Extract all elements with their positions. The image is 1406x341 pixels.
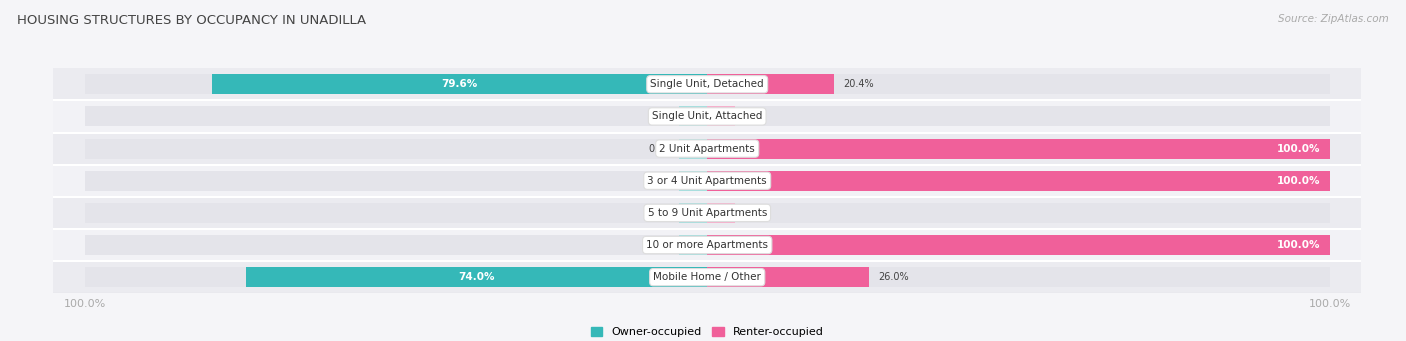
Bar [707,203,1330,223]
Text: 3 or 4 Unit Apartments: 3 or 4 Unit Apartments [647,176,768,186]
Bar [53,165,1361,197]
Bar [84,203,707,223]
Bar [707,74,1330,94]
Bar [53,229,1361,261]
Text: 0.0%: 0.0% [648,208,673,218]
Bar [84,235,707,255]
Bar [707,203,735,223]
Bar [707,235,1330,255]
Text: Single Unit, Detached: Single Unit, Detached [651,79,763,89]
Text: 100.0%: 100.0% [1277,176,1320,186]
Bar [707,74,834,94]
Bar [84,267,707,287]
Bar [707,106,1330,127]
Text: Mobile Home / Other: Mobile Home / Other [654,272,761,282]
Bar [707,106,735,127]
Bar [707,267,869,287]
Text: 26.0%: 26.0% [879,272,910,282]
Bar [707,267,1330,287]
Text: HOUSING STRUCTURES BY OCCUPANCY IN UNADILLA: HOUSING STRUCTURES BY OCCUPANCY IN UNADI… [17,14,366,27]
Bar [211,74,707,94]
Bar [707,138,1330,159]
Text: 0.0%: 0.0% [741,208,766,218]
Text: 0.0%: 0.0% [648,112,673,121]
Text: 0.0%: 0.0% [741,112,766,121]
Bar [84,106,707,127]
Bar [53,133,1361,165]
Bar [53,100,1361,133]
Bar [84,171,707,191]
Bar [53,68,1361,100]
Text: 0.0%: 0.0% [648,144,673,153]
Text: 20.4%: 20.4% [844,79,875,89]
Bar [679,138,707,159]
Text: 0.0%: 0.0% [648,240,673,250]
Bar [707,171,1330,191]
Bar [707,235,1330,255]
Bar [84,74,707,94]
Bar [707,138,1330,159]
Bar [84,138,707,159]
Bar [679,171,707,191]
Legend: Owner-occupied, Renter-occupied: Owner-occupied, Renter-occupied [591,327,824,337]
Bar [679,106,707,127]
Text: Source: ZipAtlas.com: Source: ZipAtlas.com [1278,14,1389,24]
Bar [246,267,707,287]
Text: 2 Unit Apartments: 2 Unit Apartments [659,144,755,153]
Text: 5 to 9 Unit Apartments: 5 to 9 Unit Apartments [648,208,766,218]
Bar [53,261,1361,293]
Text: 74.0%: 74.0% [458,272,495,282]
Text: Single Unit, Attached: Single Unit, Attached [652,112,762,121]
Text: 0.0%: 0.0% [648,176,673,186]
Bar [707,171,1330,191]
Text: 100.0%: 100.0% [1277,144,1320,153]
Text: 10 or more Apartments: 10 or more Apartments [647,240,768,250]
Bar [679,235,707,255]
Bar [679,203,707,223]
Bar [53,197,1361,229]
Text: 79.6%: 79.6% [441,79,478,89]
Text: 100.0%: 100.0% [1277,240,1320,250]
